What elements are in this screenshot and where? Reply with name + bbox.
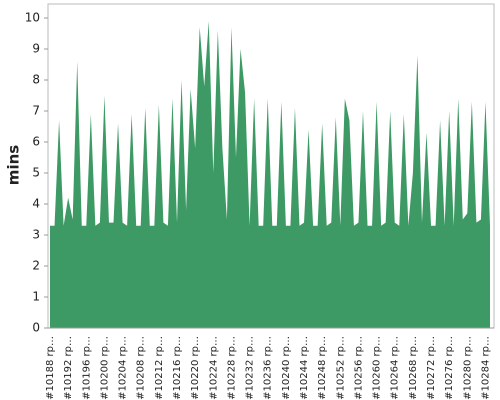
x-tick-label: #10252 rp… [335, 336, 346, 400]
x-tick-label: #10280 rp… [462, 336, 473, 400]
y-tick-label: 5 [32, 166, 40, 180]
y-tick-label: 2 [32, 259, 40, 273]
x-tick-label: #10244 rp… [299, 336, 310, 400]
x-tick-label: #10256 rp… [353, 336, 364, 400]
x-tick-label: #10208 rp… [136, 336, 147, 400]
x-tick-label: #10236 rp… [263, 336, 274, 400]
x-tick-label: #10240 rp… [281, 336, 292, 400]
x-tick-label: #10224 rp… [208, 336, 219, 400]
x-tick-label: #10232 rp… [245, 336, 256, 400]
y-tick-label: 1 [32, 290, 40, 304]
x-tick-label: #10228 rp… [226, 336, 237, 400]
x-tick-label: #10200 rp… [99, 336, 110, 400]
y-tick-label: 0 [32, 321, 40, 335]
x-tick-label: #10212 rp… [154, 336, 165, 400]
x-tick-label: #10260 rp… [372, 336, 383, 400]
x-tick-label: #10276 rp… [444, 336, 455, 400]
area [50, 21, 490, 328]
x-tick-label: #10204 rp… [118, 336, 129, 400]
y-tick-label: 3 [32, 228, 40, 242]
y-tick-label: 7 [32, 104, 40, 118]
x-tick-label: #10188 rp… [45, 336, 56, 400]
y-tick-label: 10 [25, 11, 40, 25]
y-axis-label: mins [5, 145, 23, 185]
x-tick-label: #10220 rp… [190, 336, 201, 400]
y-tick-label: 8 [32, 73, 40, 87]
y-tick-label: 6 [32, 135, 40, 149]
y-tick-label: 4 [32, 197, 40, 211]
x-tick-label: #10216 rp… [172, 336, 183, 400]
x-tick-label: #10284 rp… [480, 336, 491, 400]
x-tick-label: #10264 rp… [390, 336, 401, 400]
x-tick-label: #10192 rp… [63, 336, 74, 400]
y-tick-label: 9 [32, 42, 40, 56]
x-tick-label: #10272 rp… [426, 336, 437, 400]
x-tick-label: #10248 rp… [317, 336, 328, 400]
x-tick-label: #10196 rp… [81, 336, 92, 400]
x-tick-label: #10268 rp… [408, 336, 419, 400]
